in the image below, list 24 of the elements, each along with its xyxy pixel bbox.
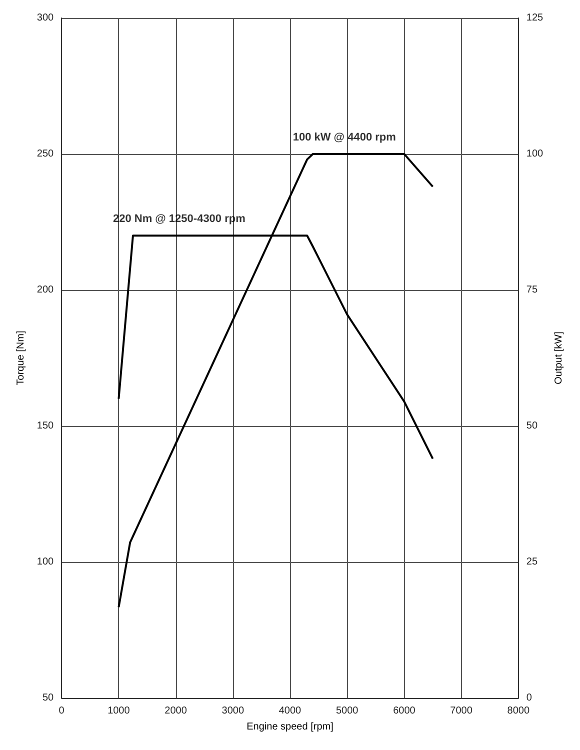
- y-tick-label: 200: [36, 284, 54, 296]
- y2-tick-label: 50: [526, 420, 538, 432]
- y2-tick-label: 25: [526, 556, 538, 568]
- y2-tick-label: 0: [526, 692, 532, 704]
- x-tick-label: 2000: [164, 706, 188, 716]
- x-tick-label: 3000: [222, 706, 244, 716]
- x-tick-label: 1000: [108, 706, 130, 716]
- y-tick-label: 250: [36, 148, 54, 160]
- x-axis-title: Engine speed [rpm]: [246, 722, 334, 732]
- y-tick-label: 50: [42, 692, 54, 704]
- y2-tick-label: 75: [526, 284, 538, 296]
- x-tick-label: 8000: [507, 706, 530, 716]
- y-tick-label: 300: [36, 12, 54, 24]
- y2-tick-label: 125: [526, 12, 544, 24]
- y-tick-label: 150: [36, 420, 54, 432]
- y2-axis-title: Output [kW]: [554, 331, 564, 384]
- y2-tick-label: 100: [526, 148, 544, 160]
- x-tick-label: 6000: [393, 706, 416, 716]
- y-axis-title: Torque [Nm]: [16, 330, 26, 386]
- x-tick-label: 4000: [278, 706, 302, 716]
- x-tick-label: 7000: [450, 706, 473, 716]
- y-tick-label: 100: [36, 556, 54, 568]
- x-tick-label: 0: [58, 706, 65, 716]
- x-tick-label: 5000: [336, 706, 359, 716]
